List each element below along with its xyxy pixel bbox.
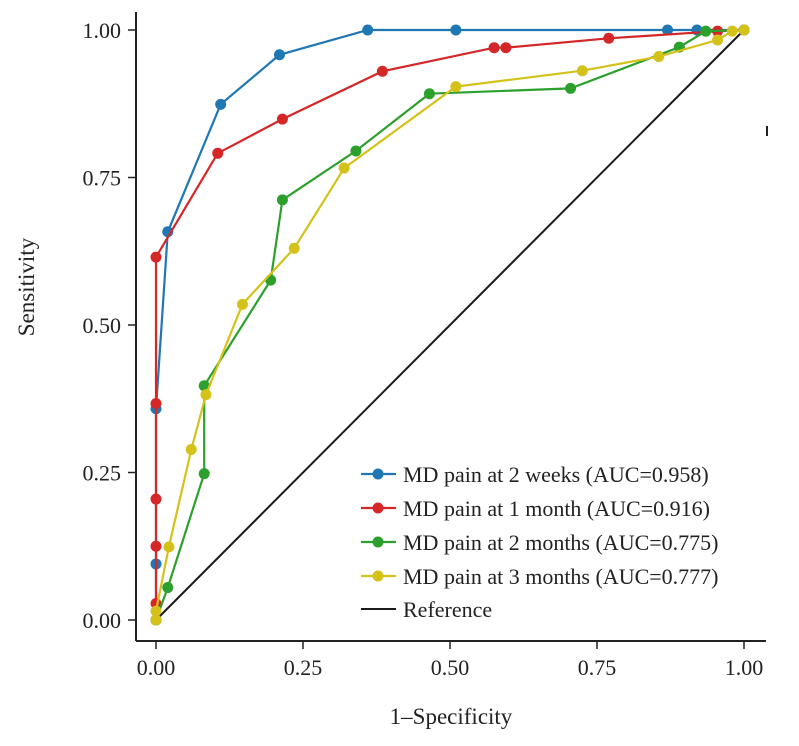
legend-marker-2-weeks xyxy=(372,468,384,480)
series-line-3 xyxy=(154,28,745,620)
series-3-point-3 xyxy=(185,443,197,455)
series-1-point-3 xyxy=(150,493,162,505)
series-0-point-5 xyxy=(273,49,285,61)
x-tick-label-2: 0.50 xyxy=(431,655,470,680)
series-0-point-7 xyxy=(450,24,462,36)
series-3-point-1 xyxy=(150,605,162,617)
series-2-point-2 xyxy=(198,468,210,480)
series-2-point-1 xyxy=(162,582,174,594)
legend-label-reference: Reference xyxy=(403,597,492,622)
y-tick-label-4: 1.00 xyxy=(83,18,122,43)
series-3-point-13 xyxy=(738,24,750,36)
series-3-point-7 xyxy=(338,162,350,174)
legend-label-2-months: MD pain at 2 months (AUC=0.775) xyxy=(403,530,719,555)
y-tick-label-3: 0.75 xyxy=(83,166,122,191)
y-tick-label-2: 0.50 xyxy=(83,313,122,338)
x-tick-label-3: 0.75 xyxy=(578,655,617,680)
legend-item-1-month: MD pain at 1 month (AUC=0.916) xyxy=(361,496,710,521)
series-3-point-6 xyxy=(288,242,300,254)
series-2-point-10 xyxy=(700,25,712,37)
series-3-point-2 xyxy=(163,541,175,553)
series-1-point-6 xyxy=(212,147,224,159)
series-1-point-9 xyxy=(488,42,500,54)
legend-label-3-months: MD pain at 3 months (AUC=0.777) xyxy=(403,564,719,589)
series-1-point-2 xyxy=(150,540,162,552)
legend-item-reference: Reference xyxy=(361,597,492,622)
series-1-point-7 xyxy=(276,113,288,125)
x-tick-label-4: 1.00 xyxy=(725,655,764,680)
series-0-point-6 xyxy=(362,24,374,36)
y-tick-label-1: 0.25 xyxy=(83,461,122,486)
series-1-point-5 xyxy=(150,251,162,263)
legend-item-2-weeks: MD pain at 2 weeks (AUC=0.958) xyxy=(361,462,709,487)
y-axis-title: Sensitivity xyxy=(14,237,39,336)
series-3-point-9 xyxy=(576,65,588,77)
legend-marker-1-month xyxy=(372,502,384,514)
legend: MD pain at 2 weeks (AUC=0.958) MD pain a… xyxy=(361,462,719,622)
series-3-point-0 xyxy=(150,614,162,626)
x-axis-title: 1–Specificity xyxy=(390,704,513,729)
series-3 xyxy=(150,24,750,626)
series-2-point-5 xyxy=(276,194,288,206)
series-layer xyxy=(150,24,750,626)
series-3-point-11 xyxy=(712,34,724,46)
legend-marker-3-months xyxy=(372,570,384,582)
series-0-point-4 xyxy=(215,98,227,110)
ticks-layer: 0.00 0.25 0.50 0.75 1.00 0.00 0.25 0.50 0.75 1.00 xyxy=(83,18,764,680)
series-line-1 xyxy=(154,28,745,620)
y-tick-label-0: 0.00 xyxy=(83,608,122,633)
legend-item-3-months: MD pain at 3 months (AUC=0.777) xyxy=(361,564,719,589)
series-0-point-8 xyxy=(662,24,674,36)
x-tick-label-1: 0.25 xyxy=(284,655,323,680)
series-2-point-6 xyxy=(350,145,362,157)
legend-label-2-weeks: MD pain at 2 weeks (AUC=0.958) xyxy=(403,462,709,487)
series-2-point-3 xyxy=(198,380,210,392)
series-1-point-10 xyxy=(500,42,512,54)
series-1-point-8 xyxy=(376,65,388,77)
series-2-point-8 xyxy=(565,82,577,94)
legend-label-1-month: MD pain at 1 month (AUC=0.916) xyxy=(403,496,710,521)
reference-line xyxy=(155,29,745,621)
series-2-point-7 xyxy=(423,88,435,100)
series-3-point-12 xyxy=(726,25,738,37)
series-1-point-11 xyxy=(603,32,615,44)
legend-marker-2-months xyxy=(372,536,384,548)
legend-item-2-months: MD pain at 2 months (AUC=0.775) xyxy=(361,530,719,555)
series-3-point-5 xyxy=(236,298,248,310)
series-1-point-4 xyxy=(150,397,162,409)
x-tick-label-0: 0.00 xyxy=(137,655,176,680)
series-3-point-8 xyxy=(450,81,462,93)
series-3-point-4 xyxy=(200,389,212,401)
series-2 xyxy=(150,24,750,626)
series-3-point-10 xyxy=(653,51,665,63)
